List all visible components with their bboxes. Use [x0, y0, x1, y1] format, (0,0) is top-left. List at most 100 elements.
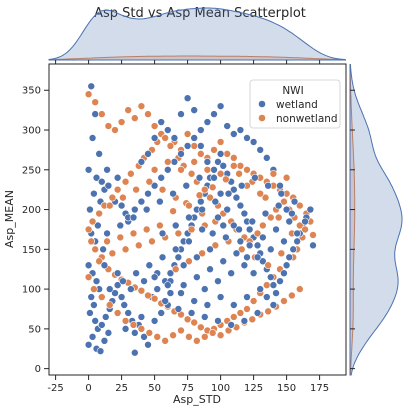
point-wetland — [219, 257, 228, 266]
point-nonwetland — [280, 297, 288, 305]
point-nonwetland — [295, 221, 304, 230]
point-wetland — [185, 213, 193, 222]
point-wetland — [190, 134, 198, 142]
point-wetland — [210, 173, 218, 182]
legend-label-wetland: wetland — [276, 99, 318, 111]
point-wetland — [197, 197, 205, 206]
x-tick-label: 0 — [85, 383, 91, 394]
legend-marker-nonwetland — [258, 114, 266, 122]
point-wetland — [100, 336, 109, 345]
point-nonwetland — [127, 169, 135, 178]
point-nonwetland — [164, 158, 172, 166]
point-wetland — [157, 173, 165, 182]
point-wetland — [211, 197, 220, 206]
point-wetland — [92, 277, 101, 285]
point-nonwetland — [177, 326, 185, 335]
x-axis-ticks: -25 0 25 50 75 100 125 150 175 — [47, 375, 329, 394]
point-wetland — [131, 348, 139, 357]
point-nonwetland — [190, 318, 198, 327]
point-nonwetland — [264, 307, 272, 316]
point-nonwetland — [198, 249, 206, 258]
point-nonwetland — [216, 138, 225, 146]
point-wetland — [158, 229, 167, 238]
point-wetland — [174, 253, 183, 262]
point-wetland — [235, 225, 243, 234]
point-nonwetland — [84, 225, 93, 234]
point-nonwetland — [153, 333, 162, 341]
point-wetland — [243, 253, 251, 262]
point-wetland — [245, 241, 254, 250]
point-wetland — [200, 285, 209, 293]
point-wetland — [219, 162, 228, 170]
point-wetland — [214, 277, 222, 285]
point-nonwetland — [150, 122, 159, 130]
legend-title: NWI — [282, 85, 303, 97]
point-wetland — [214, 213, 222, 222]
point-wetland — [208, 229, 217, 238]
point-nonwetland — [103, 237, 111, 246]
x-tick-label: 150 — [277, 383, 296, 394]
point-wetland — [111, 289, 119, 297]
point-wetland — [144, 340, 152, 349]
point-wetland — [117, 201, 126, 210]
x-tick-label: 75 — [181, 383, 194, 394]
y-tick-label: 50 — [28, 324, 41, 335]
point-nonwetland — [280, 197, 288, 206]
point-nonwetland — [190, 158, 198, 166]
point-wetland — [145, 261, 154, 270]
point-wetland — [262, 154, 271, 162]
point-nonwetland — [132, 185, 140, 194]
point-wetland — [129, 213, 138, 222]
point-wetland — [274, 201, 283, 210]
point-wetland — [216, 150, 225, 158]
point-wetland — [101, 313, 110, 321]
point-nonwetland — [108, 193, 117, 202]
point-wetland — [203, 118, 212, 126]
point-wetland — [157, 118, 165, 126]
point-wetland — [190, 106, 198, 114]
point-wetland — [214, 158, 222, 166]
point-wetland — [223, 205, 231, 214]
point-wetland — [206, 245, 214, 254]
top-marginal-kde — [48, 7, 346, 65]
point-nonwetland — [277, 249, 286, 258]
point-wetland — [87, 293, 96, 301]
point-nonwetland — [105, 301, 114, 309]
y-tick-label: 350 — [22, 86, 41, 97]
point-nonwetland — [216, 331, 225, 340]
x-tick-label: 100 — [211, 383, 230, 394]
y-tick-label: 100 — [22, 285, 41, 296]
point-wetland — [90, 301, 98, 309]
point-nonwetland — [104, 122, 113, 130]
point-wetland — [116, 221, 125, 230]
x-tick-label: 125 — [244, 383, 263, 394]
point-wetland — [150, 317, 159, 325]
point-nonwetland — [119, 193, 127, 202]
point-wetland — [98, 321, 106, 329]
point-nonwetland — [210, 146, 218, 154]
point-wetland — [150, 134, 159, 142]
point-nonwetland — [230, 313, 238, 321]
point-wetland — [262, 293, 271, 301]
point-nonwetland — [105, 201, 114, 210]
point-wetland — [227, 269, 235, 277]
point-wetland — [91, 317, 99, 325]
point-wetland — [277, 189, 286, 198]
point-wetland — [140, 333, 148, 341]
point-wetland — [248, 217, 257, 226]
point-wetland — [256, 285, 265, 293]
point-nonwetland — [295, 201, 304, 210]
point-wetland — [243, 293, 251, 301]
point-wetland — [236, 126, 245, 134]
point-nonwetland — [144, 291, 152, 300]
point-nonwetland — [121, 177, 130, 186]
point-nonwetland — [200, 185, 209, 194]
point-wetland — [223, 122, 231, 130]
point-wetland — [203, 158, 212, 166]
point-wetland — [113, 269, 122, 277]
point-wetland — [157, 309, 165, 317]
point-wetland — [272, 289, 280, 297]
point-nonwetland — [190, 142, 198, 150]
point-wetland — [131, 205, 139, 214]
point-wetland — [164, 281, 172, 289]
